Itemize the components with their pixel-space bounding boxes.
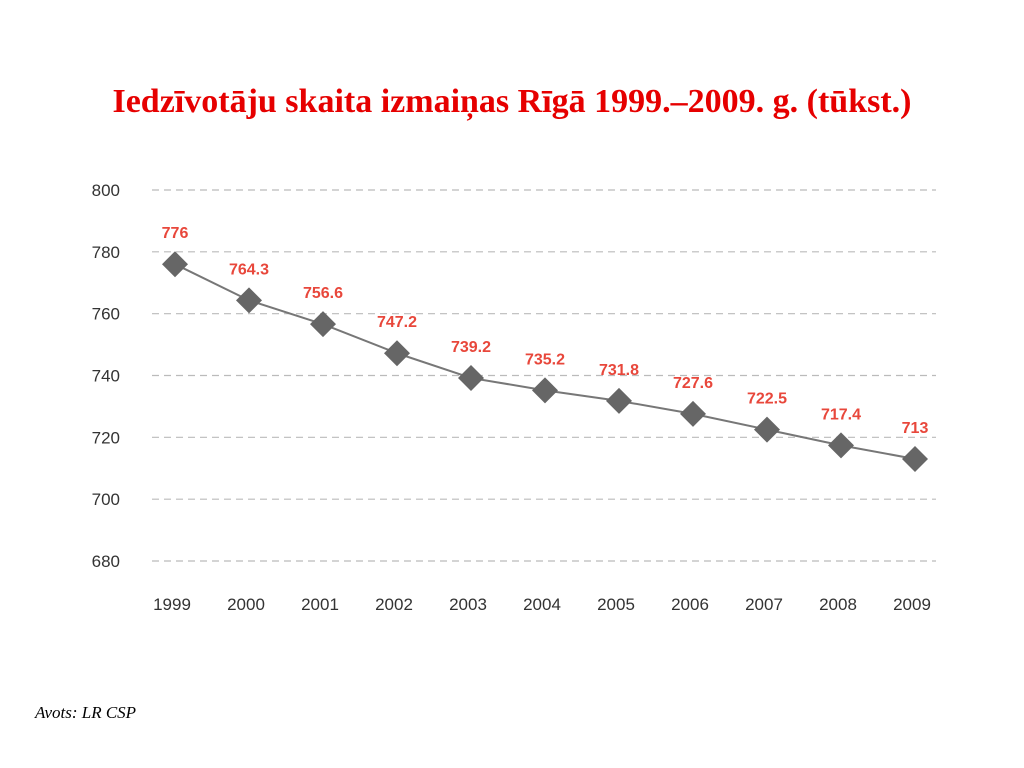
chart-title: Iedzīvotāju skaita izmaiņas Rīgā 1999.–2… xyxy=(112,83,912,120)
y-tick-label: 700 xyxy=(92,490,120,509)
y-tick-label: 680 xyxy=(92,552,120,571)
data-label-2007: 722.5 xyxy=(747,391,787,408)
data-point-2004 xyxy=(532,377,558,404)
data-label-2001: 756.6 xyxy=(303,285,343,302)
y-axis: 800 780 760 740 720 700 680 xyxy=(92,181,120,571)
data-point-1999 xyxy=(162,251,188,278)
x-tick-label: 2006 xyxy=(671,595,709,614)
x-tick-label: 2001 xyxy=(301,595,339,614)
data-label-2005: 731.8 xyxy=(599,362,639,379)
data-point-2005 xyxy=(606,387,632,414)
data-point-2008 xyxy=(828,432,854,459)
x-tick-label: 2008 xyxy=(819,595,857,614)
data-point-2000 xyxy=(236,287,262,314)
source-note: Avots: LR CSP xyxy=(35,703,137,722)
x-tick-label: 2000 xyxy=(227,595,265,614)
data-points xyxy=(162,251,928,472)
x-tick-label: 2005 xyxy=(597,595,635,614)
data-label-2004: 735.2 xyxy=(525,351,565,368)
x-tick-label: 1999 xyxy=(153,595,191,614)
y-tick-label: 780 xyxy=(92,243,120,262)
data-point-2003 xyxy=(458,364,484,391)
x-tick-label: 2002 xyxy=(375,595,413,614)
data-label-2008: 717.4 xyxy=(821,406,861,423)
gridlines xyxy=(152,189,936,562)
x-axis: 1999 2000 2001 2002 2003 2004 2005 2006 2007 2008… xyxy=(153,595,931,614)
data-point-2006 xyxy=(680,400,706,427)
data-point-2002 xyxy=(384,340,410,367)
x-tick-label: 2003 xyxy=(449,595,487,614)
data-labels: 776 764.3 756.6 747.2 739.2 735.2 731.8 727.6 72… xyxy=(162,225,929,437)
y-tick-label: 740 xyxy=(92,367,120,386)
data-point-2009 xyxy=(902,445,928,472)
x-tick-label: 2007 xyxy=(745,595,783,614)
data-label-2000: 764.3 xyxy=(229,261,269,278)
data-label-2003: 739.2 xyxy=(451,339,491,356)
data-point-2007 xyxy=(754,416,780,443)
data-label-1999: 776 xyxy=(162,225,189,242)
x-tick-label: 2009 xyxy=(893,595,931,614)
data-label-2009: 713 xyxy=(902,420,929,437)
data-label-2006: 727.6 xyxy=(673,375,713,392)
y-tick-label: 800 xyxy=(92,181,120,200)
x-tick-label: 2004 xyxy=(523,595,561,614)
data-label-2002: 747.2 xyxy=(377,314,417,331)
data-point-2001 xyxy=(310,311,336,338)
y-tick-label: 720 xyxy=(92,428,120,447)
y-tick-label: 760 xyxy=(92,305,120,324)
